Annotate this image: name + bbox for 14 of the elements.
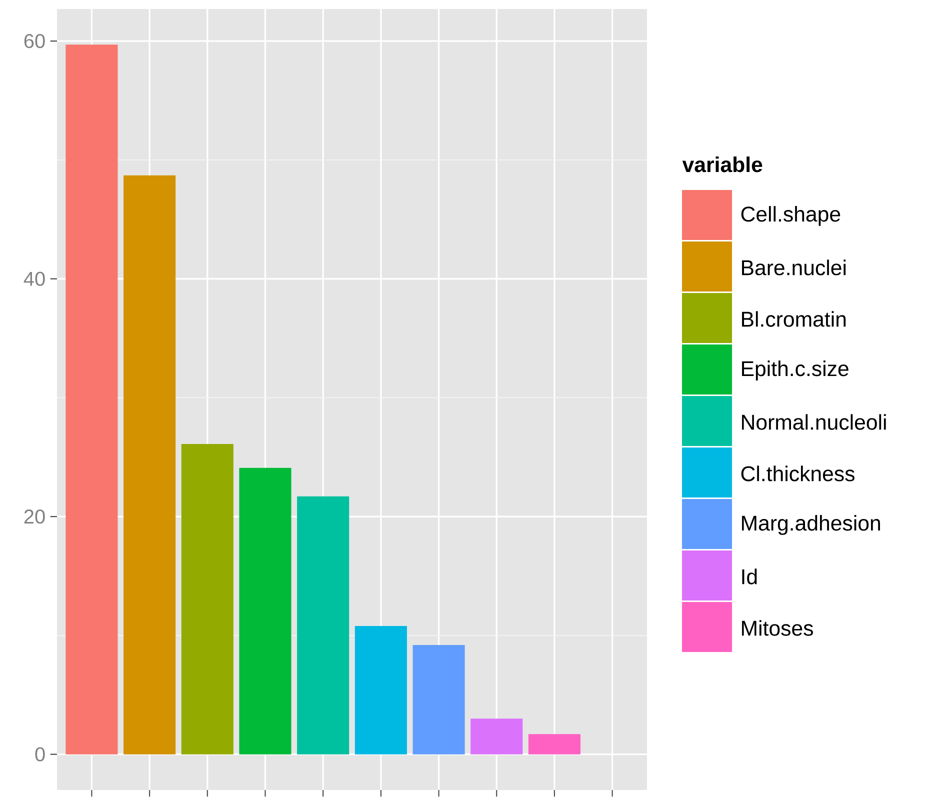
legend-label: Bare.nuclei (742, 260, 846, 276)
y-tick-label: 20 (24, 509, 45, 524)
legend-label: Marg.adhesion (742, 515, 880, 535)
legend-label: Cell.shape (741, 206, 840, 226)
legend-label: Cl.thickness (741, 466, 854, 482)
legend-label: Id (742, 568, 757, 584)
legend-label: Mitoses (742, 620, 813, 636)
y-tick-label: 40 (24, 272, 45, 286)
legend-label: Bl.cromatin (742, 311, 846, 327)
legend-label: Epith.c.size (742, 360, 848, 380)
y-tick-label: 60 (24, 34, 45, 48)
legend-title: variable (682, 156, 762, 172)
legend-label: Normal.nucleoli (742, 414, 886, 430)
y-tick-label: 0 (35, 747, 45, 762)
